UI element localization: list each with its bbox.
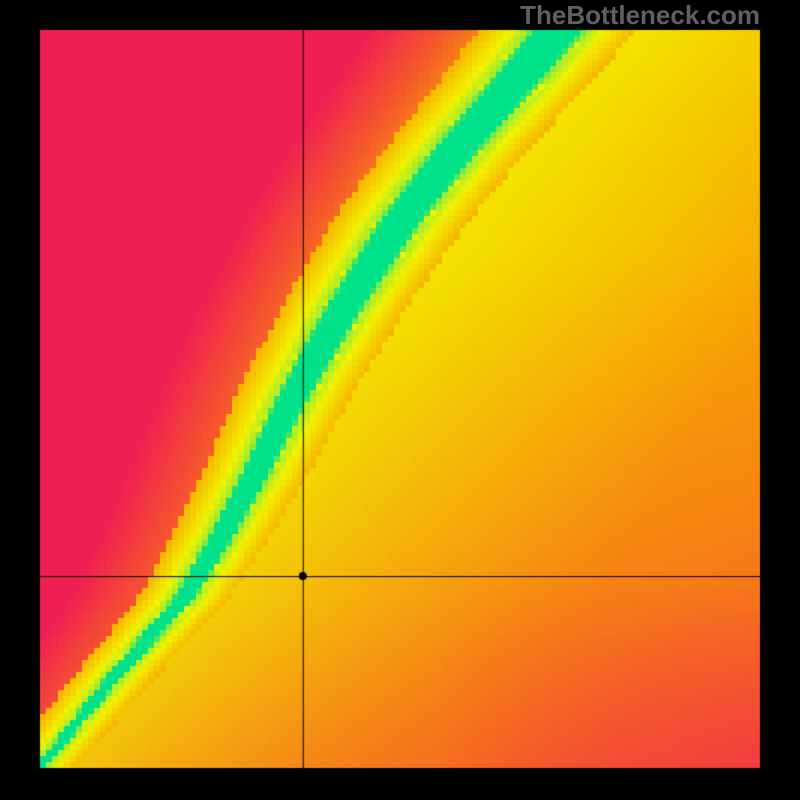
attribution-text: TheBottleneck.com bbox=[520, 0, 760, 31]
bottleneck-heatmap bbox=[0, 0, 800, 800]
